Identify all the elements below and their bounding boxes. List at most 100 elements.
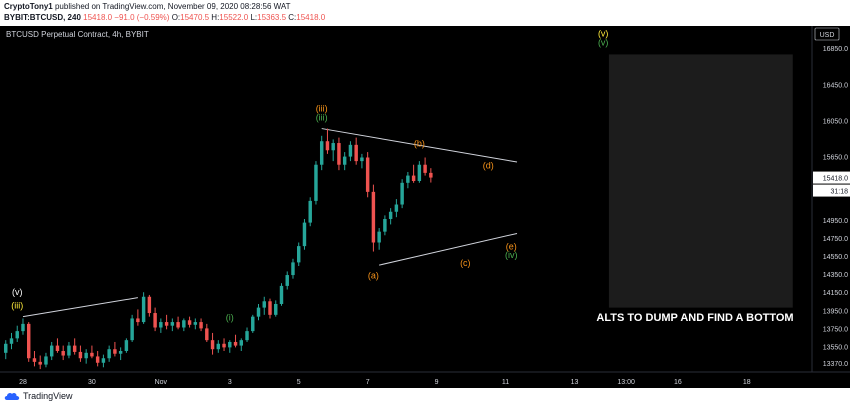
candle-body-52 [302, 222, 307, 247]
publish-text: published on TradingView.com, November 0… [54, 2, 291, 11]
ohlc-line: BYBIT:BTCUSD, 240 15418.0 −91.0 (−0.59%)… [4, 13, 325, 22]
price-chart[interactable]: (iii)(iii)(b)(d)(a)(c)(e)(iv)(v)(v)(i)(v… [0, 26, 850, 388]
candle-body-9 [55, 345, 60, 352]
candle-body-25 [147, 296, 152, 314]
publish-header: CryptoTony1 published on TradingView.com… [0, 0, 850, 26]
trendline-2 [22, 297, 138, 318]
wave-label-7: (iv) [505, 250, 518, 260]
wave-label-3: (d) [483, 160, 494, 170]
candle-body-1 [9, 338, 14, 344]
candle-body-18 [107, 349, 111, 359]
candle-body-15 [90, 352, 94, 357]
candle-body-41 [239, 340, 243, 346]
x-tick-label-9: 13:00 [617, 379, 635, 386]
candle-body-44 [256, 307, 261, 317]
candle-body-55 [319, 141, 324, 165]
y-tick-label-1: 16450.0 [823, 82, 848, 89]
y-tick-label-9: 14150.0 [823, 290, 848, 297]
candle-body-32 [187, 320, 192, 325]
y-tick-label-0: 16850.0 [823, 46, 848, 53]
candle-body-65 [377, 231, 381, 243]
candle-body-3 [21, 323, 25, 332]
x-tick-label-1: 30 [88, 379, 96, 386]
candle-body-12 [72, 345, 77, 352]
candle-body-39 [228, 341, 232, 348]
candle-body-74 [429, 172, 433, 178]
candle-body-42 [245, 331, 249, 341]
candle-body-63 [365, 157, 370, 192]
price-change: −91.0 (−0.59%) [114, 13, 170, 22]
candle-body-22 [130, 318, 134, 341]
x-tick-label-6: 9 [435, 379, 439, 386]
candle-body-37 [216, 343, 221, 350]
x-tick-label-0: 28 [19, 379, 27, 386]
trendline-0 [321, 128, 518, 163]
x-tick-label-2: Nov [155, 379, 168, 386]
countdown-box [813, 184, 850, 197]
candle-body-71 [411, 175, 416, 182]
candle-body-10 [61, 351, 65, 356]
wave-label-2: (b) [414, 139, 425, 149]
candle-body-30 [176, 322, 180, 328]
x-tick-label-10: 16 [674, 379, 682, 386]
candle-body-24 [141, 296, 146, 323]
candle-body-73 [423, 164, 427, 173]
candle-body-58 [337, 143, 341, 165]
candle-body-50 [291, 262, 295, 276]
x-tick-label-5: 7 [366, 379, 370, 386]
candle-body-8 [49, 345, 54, 357]
candle-body-51 [297, 246, 301, 263]
candle-body-34 [199, 322, 203, 329]
high-label: H: [211, 13, 220, 22]
candle-body-31 [182, 320, 186, 328]
candle-body-62 [360, 157, 364, 162]
wave-label-8: (v) [598, 28, 609, 38]
candle-body-49 [285, 275, 289, 286]
symbol-interval: BYBIT:BTCUSD, 240 [4, 13, 81, 22]
candle-body-57 [331, 143, 335, 151]
wave-label-1: (iii) [316, 112, 328, 122]
candle-body-16 [95, 356, 100, 363]
candle-body-38 [222, 343, 226, 348]
candle-body-17 [101, 358, 106, 363]
x-tick-label-7: 11 [502, 379, 509, 386]
candle-body-28 [164, 322, 169, 326]
candle-body-69 [400, 182, 404, 205]
candle-body-6 [38, 361, 42, 365]
wave-label-0: (iii) [316, 103, 328, 113]
y-tick-label-8: 14350.0 [823, 272, 848, 279]
tradingview-logo[interactable]: TradingView [4, 391, 73, 401]
x-tick-label-4: 5 [297, 379, 301, 386]
y-tick-label-12: 13550.0 [823, 344, 848, 351]
low-label: L: [250, 13, 258, 22]
currency-box [814, 27, 840, 41]
candle-body-29 [170, 322, 175, 326]
candle-body-19 [113, 349, 117, 354]
candle-body-43 [251, 316, 255, 332]
y-tick-label-3: 15650.0 [823, 155, 848, 162]
author-name[interactable]: CryptoTony1 [4, 2, 53, 11]
close-label: C: [288, 13, 297, 22]
chart-area[interactable]: (iii) (iii) (b) (d) (a) (c) (e) (iv) (v) (v) (i) (v… [0, 26, 850, 388]
candle-body-54 [314, 164, 318, 201]
candle-body-56 [325, 141, 330, 151]
wave-label-4: (a) [368, 271, 379, 281]
publish-line: CryptoTony1 published on TradingView.com… [4, 2, 291, 11]
wave-label-9: (v) [598, 37, 609, 47]
candle-body-60 [348, 144, 353, 157]
candle-body-45 [262, 301, 266, 308]
trendline-1 [379, 232, 518, 266]
currency-label: USD [820, 32, 835, 39]
wave-label-10: (i) [226, 312, 234, 322]
candle-body-13 [78, 351, 83, 359]
open-label: O: [171, 13, 181, 22]
x-tick-label-3: 3 [228, 379, 232, 386]
x-tick-label-8: 13 [571, 379, 579, 386]
candle-body-14 [84, 352, 88, 359]
last-price-box [813, 171, 850, 184]
candle-body-61 [354, 144, 358, 162]
candle-body-36 [210, 340, 215, 350]
candle-body-47 [274, 303, 278, 315]
candle-body-33 [193, 322, 198, 325]
wave-label-11: (v) [12, 287, 23, 297]
